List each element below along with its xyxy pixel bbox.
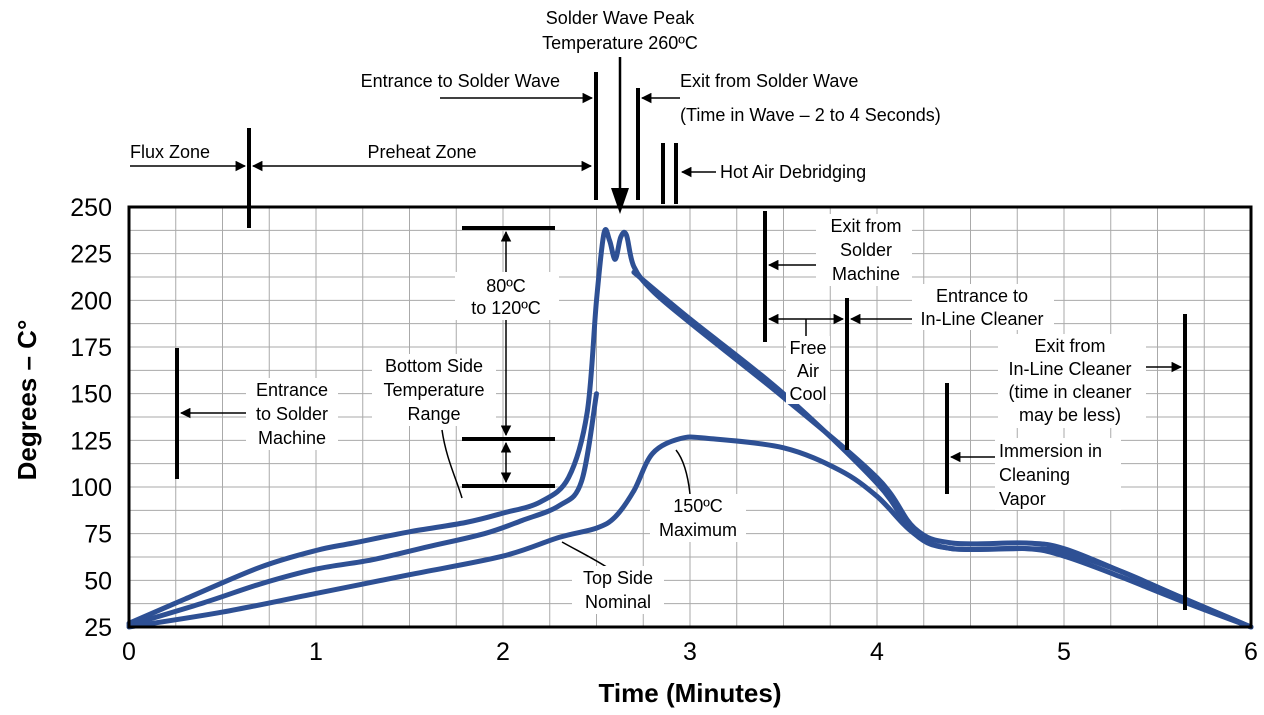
- y-axis-title: Degrees – C°: [12, 320, 42, 481]
- top-annotations: Flux Zone Preheat Zone Entrance to Solde…: [130, 8, 941, 228]
- label-entrance-cleaner-2: In-Line Cleaner: [920, 309, 1043, 329]
- y-tick-label: 150: [70, 381, 112, 409]
- label-exit-cleaner-2: In-Line Cleaner: [1008, 359, 1131, 379]
- y-tick-label: 125: [70, 427, 112, 455]
- label-range-2: to 120ºC: [471, 298, 541, 318]
- label-exit-machine-1: Exit from: [830, 216, 901, 236]
- y-tick-label: 50: [84, 567, 112, 595]
- label-bottom-2: Temperature: [383, 380, 484, 400]
- label-free-1: Free: [789, 338, 826, 358]
- label-immersion-2: Cleaning: [999, 465, 1070, 485]
- label-top-1: Top Side: [583, 568, 653, 588]
- label-immersion-3: Vapor: [999, 489, 1046, 509]
- label-time-in-wave: (Time in Wave – 2 to 4 Seconds): [680, 105, 941, 125]
- y-tick-label: 175: [70, 334, 112, 362]
- plot-annotations: 80ºC to 120ºC Bottom Side Temperature Ra…: [175, 211, 1187, 614]
- label-exit-cleaner-4: may be less): [1019, 405, 1121, 425]
- series-curve-1: [126, 226, 1254, 630]
- label-bottom-3: Range: [407, 404, 460, 424]
- y-tick-label: 100: [70, 474, 112, 502]
- label-max-2: Maximum: [659, 520, 737, 540]
- x-tick-label: 1: [309, 638, 323, 666]
- label-exit-cleaner-1: Exit from: [1034, 336, 1105, 356]
- label-top-2: Nominal: [585, 592, 651, 612]
- label-entrance-machine-3: Machine: [258, 428, 326, 448]
- x-tick-label: 3: [683, 638, 697, 666]
- label-entrance-machine-2: to Solder: [256, 404, 328, 424]
- label-free-2: Air: [797, 361, 819, 381]
- label-max-1: 150ºC: [673, 496, 723, 516]
- label-entrance-wave: Entrance to Solder Wave: [361, 71, 560, 91]
- label-bottom-1: Bottom Side: [385, 356, 483, 376]
- y-tick-label: 225: [70, 241, 112, 269]
- x-tick-label: 2: [496, 638, 510, 666]
- label-immersion-1: Immersion in: [999, 441, 1102, 461]
- plot-frame: [127, 205, 1253, 629]
- series-curve-4: [126, 434, 1254, 630]
- label-hot-air: Hot Air Debridging: [720, 162, 866, 182]
- y-tick-label: 200: [70, 287, 112, 315]
- x-axis-title: Time (Minutes): [599, 678, 782, 708]
- label-range-1: 80ºC: [486, 276, 526, 296]
- label-exit-machine-2: Solder: [840, 240, 892, 260]
- label-flux-zone: Flux Zone: [130, 142, 210, 162]
- label-entrance-cleaner-1: Entrance to: [936, 286, 1028, 306]
- label-entrance-machine-1: Entrance: [256, 380, 328, 400]
- label-exit-machine-3: Machine: [832, 264, 900, 284]
- x-tick-label: 6: [1244, 638, 1258, 666]
- y-tick-label: 75: [84, 521, 112, 549]
- x-tick-label: 4: [870, 638, 884, 666]
- y-tick-label: 250: [70, 194, 112, 222]
- label-peak-2: Temperature 260ºC: [542, 33, 698, 53]
- x-tick-label: 5: [1057, 638, 1071, 666]
- x-tick-label: 0: [122, 638, 136, 666]
- label-preheat-zone: Preheat Zone: [367, 142, 476, 162]
- label-exit-wave: Exit from Solder Wave: [680, 71, 858, 91]
- curves: [126, 226, 1254, 630]
- series-curve-2: [126, 391, 599, 628]
- label-free-3: Cool: [789, 384, 826, 404]
- y-tick-labels: 25 50 75 100 125 150 175 200 225 250: [70, 194, 112, 642]
- label-peak-1: Solder Wave Peak: [546, 8, 695, 28]
- x-tick-labels: 0 1 2 3 4 5 6: [122, 638, 1258, 666]
- label-exit-cleaner-3: (time in cleaner: [1008, 382, 1131, 402]
- y-tick-label: 25: [84, 614, 112, 642]
